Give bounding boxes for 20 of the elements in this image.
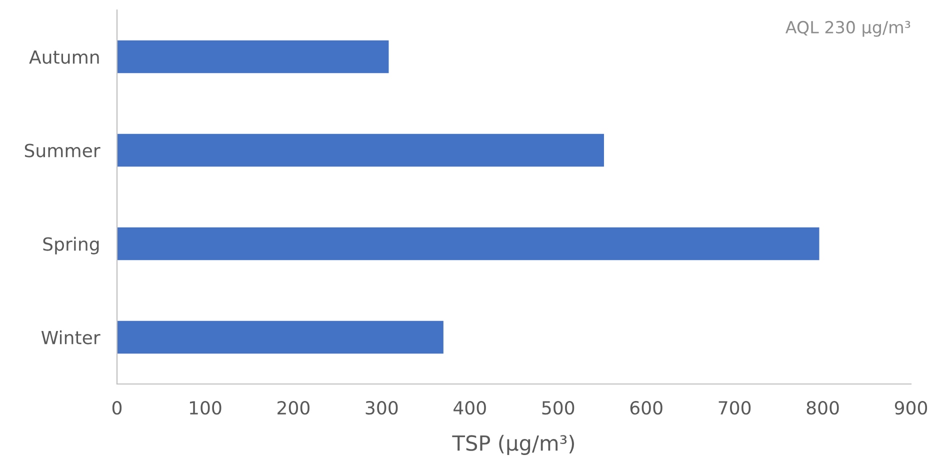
annotation: AQL 230 μg/m³ <box>785 20 910 37</box>
y-tick-label: Summer <box>24 144 100 158</box>
x-tick-label: 900 <box>894 400 928 415</box>
x-tick-label: 200 <box>278 400 310 415</box>
x-tick-label: 0 <box>112 400 122 415</box>
x-tick-label: 400 <box>454 400 486 415</box>
bar <box>117 227 820 260</box>
x-axis-title: TSP (μg/m³) <box>452 434 574 455</box>
x-tick-label: 800 <box>806 400 839 415</box>
bar <box>117 40 389 74</box>
y-tick-label: Spring <box>43 236 99 254</box>
x-tick-label: 300 <box>366 400 398 415</box>
x-tick-label: 700 <box>718 400 751 415</box>
x-tick-label: 600 <box>630 400 662 415</box>
y-tick-label: Autumn <box>29 50 99 64</box>
y-tick-label: Winter <box>41 330 100 344</box>
bar <box>117 134 604 167</box>
x-tick-label: 100 <box>190 400 222 415</box>
x-tick-label: 500 <box>542 400 574 415</box>
bar <box>117 320 444 354</box>
